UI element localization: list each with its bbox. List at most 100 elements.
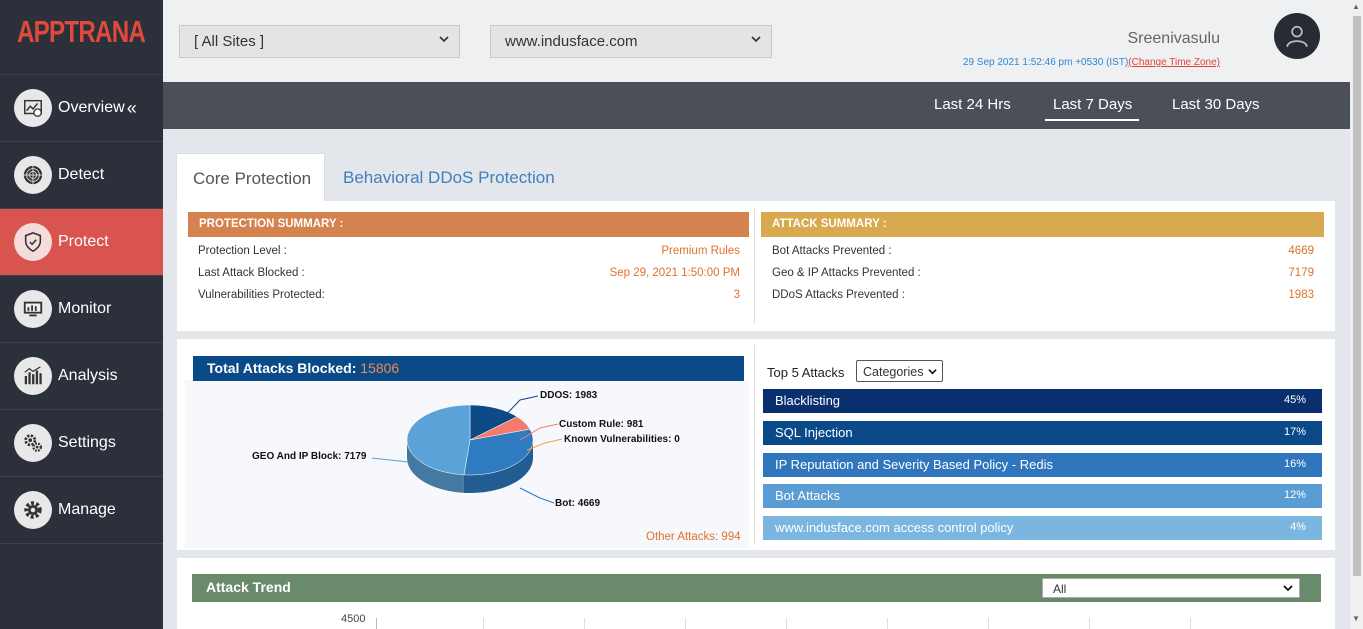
top5-bar-pct: 16% [1283, 458, 1306, 470]
attack-trend-select-value: All [1053, 582, 1067, 596]
sidebar-item-label: Detect [58, 166, 105, 183]
top5-bar-label: Bot Attacks [775, 488, 841, 503]
chevron-down-icon [439, 36, 449, 43]
sidebar-item-settings[interactable]: Settings [0, 410, 163, 477]
gear-icon [14, 491, 52, 529]
pie-label-bot: Bot: 4669 [555, 498, 601, 509]
scroll-down-icon[interactable]: ▼ [1352, 614, 1360, 623]
summary-value: Sep 29, 2021 1:50:00 PM [609, 267, 740, 279]
pie-label-custom-rule: Custom Rule: 981 [559, 419, 644, 430]
change-time-zone-link[interactable]: (Change Time Zone) [1128, 57, 1220, 68]
tab-last-7-days[interactable]: Last 7 Days [1045, 96, 1140, 121]
gears-icon [14, 424, 52, 462]
summary-value: 7179 [1288, 267, 1314, 279]
sidebar-item-overview[interactable]: Overview « [0, 75, 163, 142]
pie-slice-ddos[interactable] [469, 404, 518, 441]
top5-bar-pct: 45% [1283, 394, 1306, 406]
other-attacks: Other Attacks: 994 [646, 531, 741, 543]
shield-icon [14, 223, 52, 261]
site-select[interactable]: [ All Sites ] [179, 25, 460, 58]
tab-behavioral-ddos-protection[interactable]: Behavioral DDoS Protection [343, 168, 555, 187]
chevron-down-icon [1283, 585, 1293, 592]
tab-last-30-days[interactable]: Last 30 Days [1172, 96, 1260, 113]
divider [754, 345, 755, 545]
scrollbar[interactable]: ▲ ▼ [1350, 0, 1363, 629]
user-icon [1286, 25, 1308, 48]
bar-chart-icon [14, 357, 52, 395]
top5-bar-label: www.indusface.com access control policy [775, 520, 1014, 535]
summary-label: Protection Level : [198, 245, 287, 257]
scroll-up-icon[interactable]: ▲ [1352, 2, 1360, 11]
top5-select-value: Categories [863, 365, 924, 379]
overview-chart-icon [14, 89, 52, 127]
top5-bar-item[interactable]: IP Reputation and Severity Based Policy … [763, 453, 1322, 477]
summary-label: DDoS Attacks Prevented : [772, 289, 905, 301]
sidebar-item-label: Settings [58, 434, 116, 451]
domain-select-value: www.indusface.com [505, 33, 638, 50]
protection-summary-header: PROTECTION SUMMARY : [188, 212, 749, 237]
pie-slice-geo-and-ip-block[interactable] [406, 404, 471, 476]
sidebar-item-detect[interactable]: Detect [0, 142, 163, 209]
top5-bar-item[interactable]: Bot Attacks 12% [763, 484, 1322, 508]
attack-trend-plot [376, 618, 1321, 629]
sidebar-item-label: Manage [58, 501, 116, 518]
logo-text: APPTRANA [17, 14, 146, 49]
pie-leader-lines [371, 395, 563, 504]
top5-bar-pct: 12% [1283, 489, 1306, 501]
pie-label-ddos: DDOS: 1983 [540, 390, 598, 401]
sidebar-item-label: Monitor [58, 300, 112, 317]
tab-last-24-hrs[interactable]: Last 24 Hrs [934, 96, 1011, 113]
tab-core-protection[interactable]: Core Protection [176, 153, 325, 201]
site-select-value: [ All Sites ] [194, 33, 265, 50]
total-attacks-value: 15806 [360, 360, 400, 376]
user-name: Sreenivasulu [1127, 30, 1221, 47]
avatar[interactable] [1274, 13, 1320, 59]
sidebar-item-protect[interactable]: Protect [0, 209, 163, 276]
summary-value: 4669 [1288, 245, 1314, 257]
time-range-bar: Last 24 Hrs Last 7 Days Last 30 Days [163, 82, 1350, 129]
sidebar-item-analysis[interactable]: Analysis [0, 343, 163, 410]
pie-chart [406, 404, 534, 493]
sidebar: APPTRANA Overview « Detect Protect Monit… [0, 0, 163, 629]
top5-label: Top 5 Attacks [767, 365, 845, 380]
sidebar-item-monitor[interactable]: Monitor [0, 276, 163, 343]
pie-label-known-vulnerabilities: Known Vulnerabilities: 0 [564, 434, 680, 445]
monitor-icon [14, 290, 52, 328]
summary-label: Geo & IP Attacks Prevented : [772, 267, 921, 279]
logo[interactable]: APPTRANA [0, 0, 163, 75]
radar-icon [14, 156, 52, 194]
summary-value: 1983 [1288, 289, 1314, 301]
total-attacks-label: Total Attacks Blocked: [207, 360, 357, 376]
pie-slice-side [463, 440, 533, 493]
sidebar-item-label: Overview [58, 99, 125, 116]
summary-label: Last Attack Blocked : [198, 267, 305, 279]
sidebar-item-manage[interactable]: Manage [0, 477, 163, 544]
top-bar: [ All Sites ] www.indusface.com Sreeniva… [163, 0, 1350, 82]
top5-bar-item[interactable]: SQL Injection 17% [763, 421, 1322, 445]
collapse-icon[interactable]: « [126, 97, 137, 118]
pie-label-geo-ip: GEO And IP Block: 7179 [252, 451, 367, 462]
summary-value: 3 [733, 289, 740, 301]
chevron-down-icon [928, 369, 937, 375]
attack-trend-y-tick: 4500 [341, 613, 366, 625]
summary-label: Bot Attacks Prevented : [772, 245, 892, 257]
attack-trend-select[interactable]: All [1042, 578, 1300, 598]
scroll-thumb[interactable] [1353, 16, 1361, 576]
domain-select[interactable]: www.indusface.com [490, 25, 772, 58]
divider [754, 209, 755, 324]
total-attacks-header: Total Attacks Blocked: 15806 [193, 356, 744, 381]
top5-bar-item[interactable]: www.indusface.com access control policy 4… [763, 516, 1322, 540]
summary-value: Premium Rules [661, 245, 740, 257]
sidebar-item-label: Analysis [58, 367, 118, 384]
sidebar-item-label: Protect [58, 233, 109, 250]
top5-bar-label: IP Reputation and Severity Based Policy … [775, 457, 1053, 472]
timestamp-text: 29 Sep 2021 1:52:46 pm +0530 (IST) [962, 57, 1129, 68]
pie-slice-bot[interactable] [463, 428, 534, 476]
pie-slice-side [407, 440, 464, 493]
top5-bar-item[interactable]: Blacklisting 45% [763, 389, 1322, 413]
top5-category-select[interactable]: Categories [856, 360, 943, 382]
top5-bar-pct: 17% [1283, 426, 1306, 438]
chevron-down-icon [751, 36, 761, 43]
top5-bar-label: SQL Injection [775, 425, 853, 440]
top5-bar-pct: 4% [1290, 521, 1306, 533]
